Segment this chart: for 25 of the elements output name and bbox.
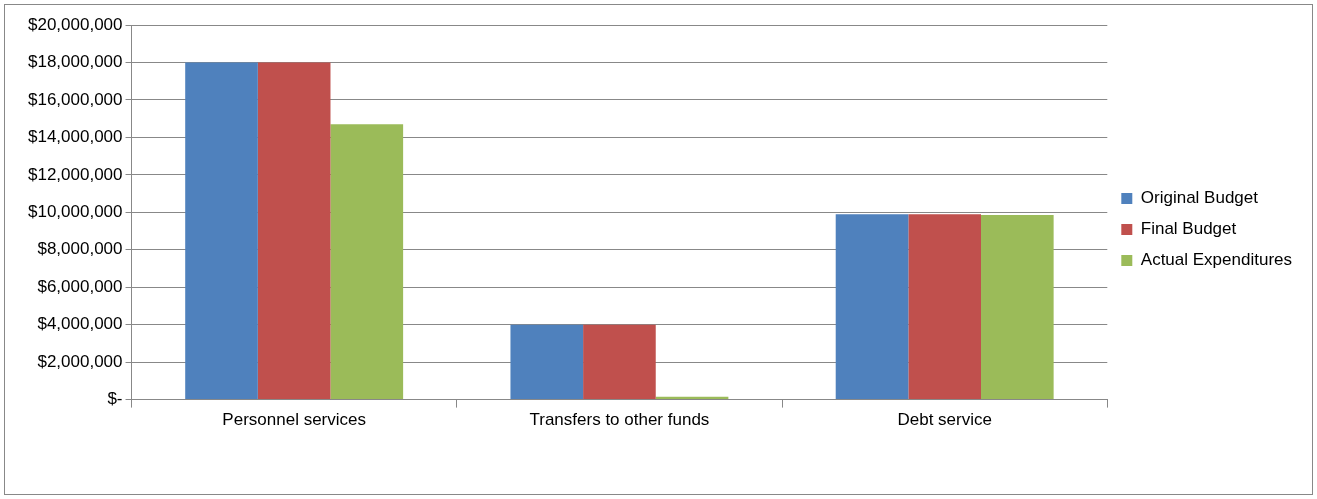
bar (980, 215, 1054, 400)
y-tick-label: $10,000,000 (27, 201, 123, 221)
legend-label: Final Budget (1140, 219, 1237, 239)
y-tick-label: $4,000,000 (37, 314, 123, 334)
y-tick-label: $16,000,000 (27, 89, 123, 109)
y-tick-label: $6,000,000 (37, 276, 123, 296)
y-tick-label: $12,000,000 (27, 164, 123, 184)
y-tick-label: $8,000,000 (37, 239, 123, 259)
y-tick-label: $18,000,000 (27, 52, 123, 72)
bar (330, 124, 404, 400)
bar (583, 324, 656, 400)
x-tick-label: Debt service (897, 410, 992, 430)
x-tick-label: Personnel services (222, 410, 366, 430)
y-tick-label: $20,000,000 (27, 14, 123, 34)
bar (908, 214, 981, 400)
y-tick-label: $14,000,000 (27, 127, 123, 147)
bar (257, 62, 331, 400)
y-tick-label: $2,000,000 (37, 351, 123, 371)
bar (510, 324, 584, 400)
legend-label: Actual Expenditures (1140, 250, 1292, 270)
bar (185, 62, 258, 400)
y-tick-label: $- (107, 389, 123, 409)
bar (835, 214, 909, 400)
x-tick-label: Transfers to other funds (529, 410, 710, 430)
legend-label: Original Budget (1140, 188, 1259, 208)
